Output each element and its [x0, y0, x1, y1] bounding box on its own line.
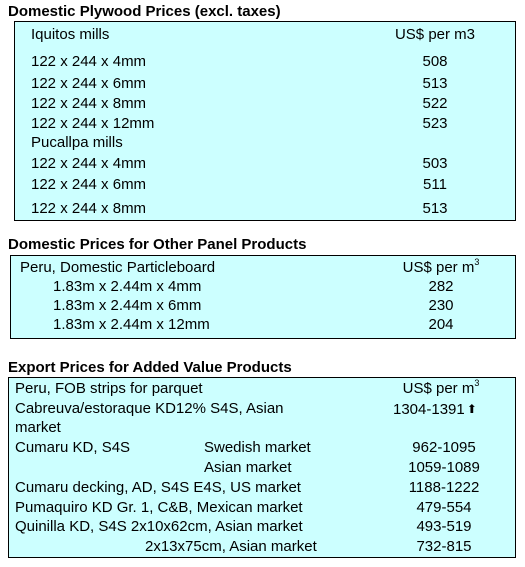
table-row-price: 230: [428, 297, 454, 314]
table-row-product: Cumaru KD, S4S: [15, 439, 131, 456]
table-row-price: 513: [422, 75, 448, 92]
table-row-product: 2x13x75cm, Asian market: [145, 538, 317, 555]
table-row-market: Swedish market: [204, 439, 311, 456]
section-title-panel-products: Domestic Prices for Other Panel Products: [8, 236, 307, 253]
table-row-price: 508: [422, 53, 448, 70]
table-row-price: 282: [428, 278, 454, 295]
table-row-product: Cumaru decking, AD, S4S E4S, US market: [15, 479, 301, 496]
table-row-product: Cabreuva/estoraque KD12% S4S, Asian: [15, 400, 284, 417]
table-row-price: 1304-1391 ⬆: [393, 401, 477, 418]
table-row-price: 511: [423, 176, 447, 193]
table-row-price: 1188-1222: [408, 479, 480, 496]
table-row-product: Pumaquiro KD Gr. 1, C&B, Mexican market: [15, 499, 303, 516]
table-row-price: 204: [428, 316, 454, 333]
table-row-size: 122 x 244 x 12mm: [31, 115, 155, 132]
table-row-price: 962-1095: [412, 439, 476, 456]
up-arrow-icon: ⬆: [466, 402, 477, 416]
table-row-size: 122 x 244 x 6mm: [31, 75, 147, 92]
plywood-price-table: Iquitos mills US$ per m3 122 x 244 x 4mm…: [14, 21, 516, 221]
fob-strips-label: Peru, FOB strips for parquet: [15, 380, 203, 397]
table-row-price: 493-519: [416, 518, 472, 535]
table-row-size: 1.83m x 2.44m x 4mm: [53, 278, 202, 295]
table-row-price: 522: [422, 95, 448, 112]
table-row-price: 732-815: [416, 538, 472, 555]
iquitos-mills-label: Iquitos mills: [31, 26, 110, 43]
table-row-size: 1.83m x 2.44m x 6mm: [53, 297, 202, 314]
table-row-size: 1.83m x 2.44m x 12mm: [53, 316, 210, 333]
unit-header: US$ per m3: [402, 378, 480, 398]
table-row-size: 122 x 244 x 8mm: [31, 200, 147, 217]
panel-products-table: Peru, Domestic Particleboard US$ per m3 …: [10, 255, 516, 339]
table-row-price: 523: [422, 115, 448, 132]
table-row-product-cont: market: [15, 419, 61, 436]
unit-header: US$ per m3: [394, 26, 476, 43]
table-row-size: 122 x 244 x 4mm: [31, 155, 147, 172]
table-row-size: 122 x 244 x 6mm: [31, 176, 147, 193]
table-row-price: 1059-1089: [408, 459, 480, 476]
table-row-market: Asian market: [204, 459, 292, 476]
pucallpa-mills-label: Pucallpa mills: [31, 134, 123, 151]
table-row-product: Quinilla KD, S4S 2x10x62cm, Asian market: [15, 518, 303, 535]
section-title-plywood: Domestic Plywood Prices (excl. taxes): [8, 3, 281, 20]
table-row-price: 503: [422, 155, 448, 172]
table-row-price: 513: [422, 200, 448, 217]
export-prices-table: Peru, FOB strips for parquet US$ per m3 …: [8, 377, 516, 558]
section-title-export-prices: Export Prices for Added Value Products: [8, 359, 292, 376]
table-row-price: 479-554: [416, 499, 472, 516]
particleboard-label: Peru, Domestic Particleboard: [20, 259, 216, 276]
unit-header: US$ per m3: [402, 257, 480, 277]
table-row-size: 122 x 244 x 4mm: [31, 53, 147, 70]
table-row-size: 122 x 244 x 8mm: [31, 95, 147, 112]
